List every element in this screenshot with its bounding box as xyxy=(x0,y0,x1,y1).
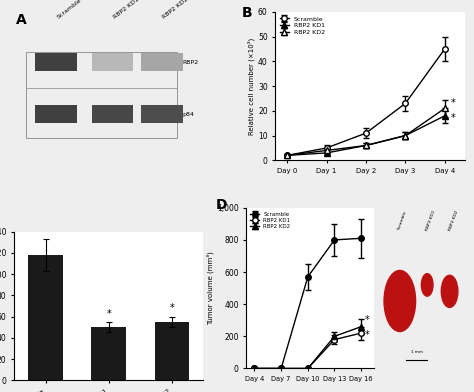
Bar xyxy=(141,105,182,123)
Bar xyxy=(26,52,177,138)
Bar xyxy=(92,53,133,71)
Text: Scramble: Scramble xyxy=(56,0,82,20)
Text: *: * xyxy=(365,330,370,340)
Text: p84: p84 xyxy=(182,112,194,117)
Circle shape xyxy=(384,270,416,332)
Text: A: A xyxy=(16,13,27,27)
Circle shape xyxy=(441,275,458,307)
Text: D: D xyxy=(216,198,227,212)
Text: *: * xyxy=(170,303,174,313)
Y-axis label: Relative cell number (×10³): Relative cell number (×10³) xyxy=(247,37,255,135)
Text: RBP2: RBP2 xyxy=(182,60,199,65)
Legend: Scramble, RBP2 KD1, RBP2 KD2: Scramble, RBP2 KD1, RBP2 KD2 xyxy=(249,211,292,230)
Bar xyxy=(92,105,133,123)
Bar xyxy=(28,255,63,380)
Text: *: * xyxy=(451,113,456,123)
Legend: Scramble, RBP2 KD1, RBP2 KD2: Scramble, RBP2 KD1, RBP2 KD2 xyxy=(278,15,327,36)
Text: RBP2 KD2: RBP2 KD2 xyxy=(448,209,459,231)
Text: *: * xyxy=(107,309,111,319)
Bar xyxy=(141,53,182,71)
Text: RBP2 KD1: RBP2 KD1 xyxy=(113,0,140,20)
Text: RBP2 KD2: RBP2 KD2 xyxy=(162,0,190,20)
Text: *: * xyxy=(451,98,456,108)
Bar xyxy=(155,322,189,380)
Text: 1 mm: 1 mm xyxy=(411,350,423,354)
Text: *: * xyxy=(365,315,370,325)
Text: B: B xyxy=(241,6,252,20)
Bar xyxy=(35,105,77,123)
Y-axis label: Tumor volume (mm³): Tumor volume (mm³) xyxy=(207,251,214,325)
Circle shape xyxy=(421,274,433,296)
Text: RBP2 KD1: RBP2 KD1 xyxy=(425,209,436,231)
Text: Scramble: Scramble xyxy=(396,209,407,230)
Bar xyxy=(35,53,77,71)
Bar xyxy=(91,327,126,380)
